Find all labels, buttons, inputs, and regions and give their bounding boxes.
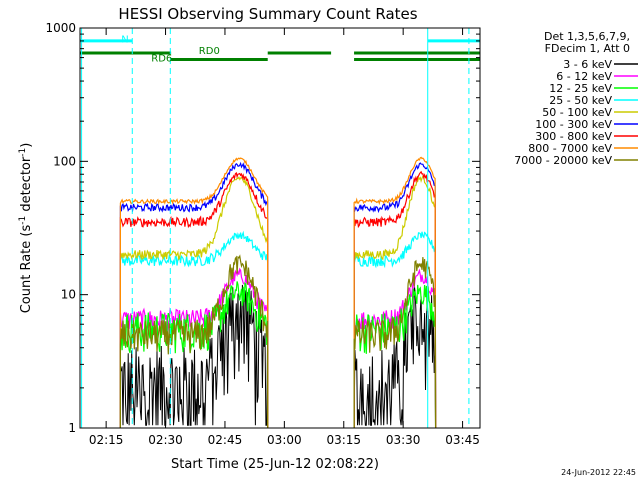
series-line-5-segment-1 — [119, 176, 269, 429]
x-tick-label-5: 03:15 — [326, 433, 361, 447]
y-axis-label-prefix: Count Rate (s — [19, 225, 34, 314]
y-tick-label-4: 1000 — [45, 21, 76, 35]
chart-title: HESSI Observing Summary Count Rates — [118, 5, 417, 23]
series-line-7-segment-1 — [119, 171, 269, 429]
legend-label-6: 100 - 300 keV — [535, 118, 612, 131]
x-tick-label-1: 02:15 — [89, 433, 124, 447]
series-line-3-segment-1 — [119, 281, 269, 429]
x-axis-label: Start Time (25-Jun-12 02:08:22) — [171, 457, 379, 472]
x-tick-label-4: 03:00 — [267, 433, 302, 447]
series-line-5-segment-2 — [353, 175, 437, 429]
legend-label-8: 800 - 7000 keV — [528, 142, 612, 155]
y-axis-label-sup1: -1 — [18, 216, 28, 225]
x-tick-label-3: 02:45 — [208, 433, 243, 447]
y-axis-label: Count Rate (s-1 detector-1) — [18, 143, 34, 314]
series-line-6-segment-1 — [119, 161, 269, 429]
legend-label-5: 50 - 100 keV — [542, 106, 612, 119]
series-line-6-segment-2 — [353, 162, 437, 429]
legend-label-1: 3 - 6 keV — [563, 58, 612, 71]
plot-area: N RD0 RD6 — [80, 28, 480, 429]
x-tick-label-7: 03:45 — [445, 433, 480, 447]
y-axis-label-suffix: ) — [19, 143, 34, 148]
series-line-1-segment-1 — [119, 284, 269, 429]
legend-label-3: 12 - 25 keV — [549, 82, 612, 95]
legend-header-line-1: Det 1,3,5,6,7,9, — [544, 30, 630, 43]
legend-label-4: 25 - 50 keV — [549, 94, 612, 107]
series-line-2-segment-1 — [119, 267, 269, 429]
plot-frame — [79, 27, 481, 429]
annotation-rd6: RD6 — [151, 54, 172, 65]
y-tick-label-3: 100 — [53, 154, 76, 168]
axes: 02:15 02:30 02:45 03:00 03:15 03:30 03:45 1 10 10… — [45, 21, 481, 447]
legend-header-line-2: FDecim 1, Att 0 — [545, 42, 630, 55]
annotation-n: N — [121, 34, 128, 45]
legend-label-2: 6 - 12 keV — [556, 70, 612, 83]
legend-label-9: 7000 - 20000 keV — [514, 154, 612, 167]
y-axis-label-sup2: -1 — [18, 148, 28, 157]
series-line-8-segment-1 — [119, 157, 269, 429]
annotation-rd0: RD0 — [199, 46, 220, 57]
series-line-1-segment-2 — [353, 284, 437, 429]
series-line-4-segment-2 — [353, 231, 437, 429]
series-line-4-segment-1 — [119, 230, 269, 429]
x-tick-label-6: 03:30 — [386, 433, 421, 447]
x-tick-label-2: 02:30 — [148, 433, 183, 447]
y-tick-label-1: 1 — [68, 421, 76, 435]
y-tick-label-2: 10 — [61, 288, 76, 302]
legend-label-7: 300 - 800 keV — [535, 130, 612, 143]
plot-timestamp: 24-Jun-2012 22:45 — [561, 468, 636, 477]
y-axis-label-mid: detector — [19, 156, 34, 216]
series-line-9-segment-1 — [119, 254, 269, 429]
series-line-9-segment-2 — [353, 257, 437, 429]
legend: Det 1,3,5,6,7,9, FDecim 1, Att 0 3 - 6 k… — [514, 30, 638, 167]
series-line-8-segment-2 — [353, 156, 437, 429]
series-line-7-segment-2 — [353, 170, 437, 429]
